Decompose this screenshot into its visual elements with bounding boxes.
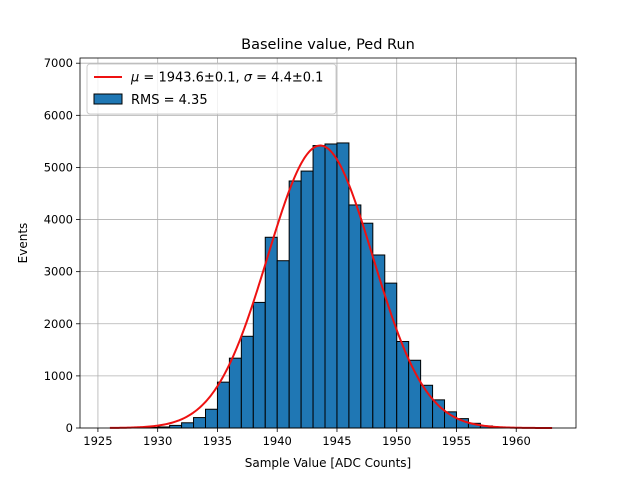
legend-histogram-label: RMS = 4.35 [131, 93, 208, 108]
histogram-bar [384, 282, 398, 429]
histogram-bar [228, 357, 242, 429]
fit-curve-line [109, 144, 553, 429]
histogram-bar [240, 335, 254, 429]
x-tick-label: 1935 [203, 434, 232, 448]
legend-histogram-swatch [93, 93, 123, 105]
histogram-bar [264, 236, 278, 429]
chart-title: Baseline value, Ped Run [241, 37, 415, 53]
x-tick-label: 1930 [143, 434, 172, 448]
y-tick-label: 1000 [44, 369, 73, 383]
histogram-bar [288, 180, 302, 429]
axes-frame [79, 57, 577, 429]
histogram-bar [204, 408, 218, 429]
histogram-bar [252, 301, 266, 429]
x-tick-label: 1950 [382, 434, 411, 448]
histogram-bar [348, 204, 362, 429]
histogram-bar [276, 260, 290, 429]
histogram-bar [336, 142, 350, 429]
y-axis-ticks: 0 1000 2000 3000 4000 5000 6000 7000 [44, 56, 80, 435]
histogram-bars [133, 142, 517, 429]
y-tick-label: 3000 [44, 265, 73, 279]
histogram-bar [193, 417, 206, 429]
legend-frame [86, 63, 337, 115]
histogram-bar [181, 422, 195, 429]
legend-sigma-value: = 4.4±0.1 [252, 71, 323, 86]
legend: μ = 1943.6±0.1, σ = 4.4±0.1 RMS = 4.35 [86, 63, 337, 115]
x-tick-label: 1940 [263, 434, 292, 448]
histogram-bar [312, 145, 326, 429]
histogram-bar [300, 170, 314, 429]
y-tick-label: 0 [66, 421, 73, 435]
legend-mu-value: = 1943.6±0.1, [139, 71, 243, 86]
y-tick-label: 5000 [44, 160, 73, 174]
x-axis-ticks: 1925 1930 1935 1940 1945 1950 1955 1960 [83, 428, 531, 448]
y-tick-label: 4000 [44, 213, 73, 227]
legend-fit-label: μ = 1943.6±0.1, σ = 4.4±0.1 [130, 71, 323, 86]
histogram-bar [324, 143, 338, 429]
gaussian-fit [109, 144, 553, 429]
x-tick-label: 1945 [322, 434, 351, 448]
x-axis-label: Sample Value [ADC Counts] [245, 456, 411, 470]
y-tick-label: 6000 [44, 108, 73, 122]
y-tick-label: 7000 [44, 56, 73, 70]
y-tick-label: 2000 [44, 317, 73, 331]
histogram-bar [372, 254, 386, 429]
x-tick-label: 1955 [442, 434, 471, 448]
y-axis-label: Events [16, 223, 30, 264]
histogram-bar [216, 381, 230, 429]
legend-mu-symbol: μ [130, 71, 139, 86]
x-tick-label: 1925 [83, 434, 112, 448]
x-tick-label: 1960 [502, 434, 531, 448]
histogram-bar [432, 399, 446, 429]
legend-sigma-symbol: σ [244, 71, 253, 86]
